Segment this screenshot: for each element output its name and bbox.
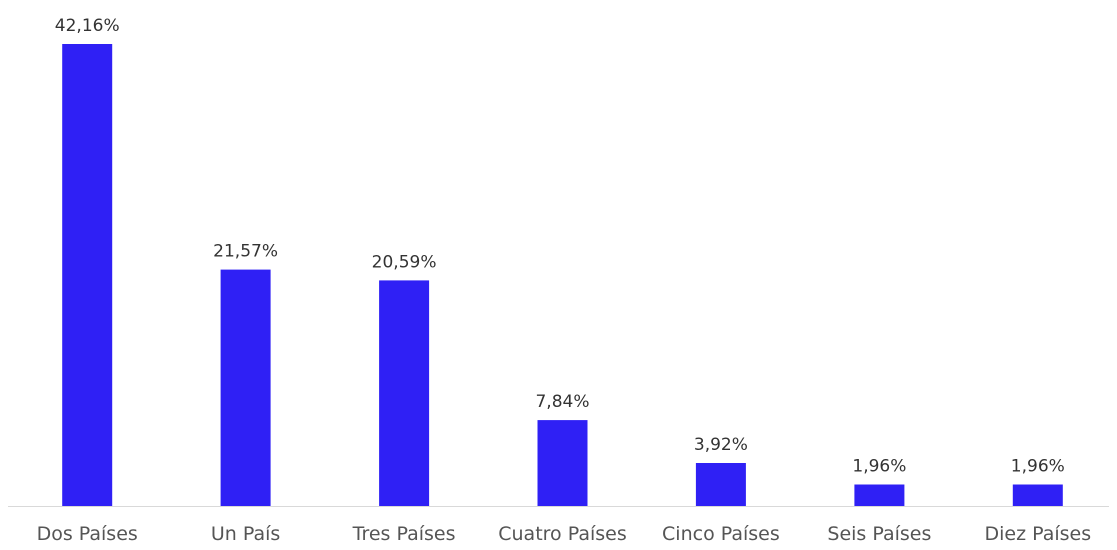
x-tick-label: Diez Países	[984, 523, 1091, 545]
value-labels-group: 42,16% 21,57% 20,59% 7,84% 3,92% 1,96% 1,96%	[55, 16, 1065, 477]
bar-value-label: 1,96%	[852, 457, 906, 477]
bar	[1012, 484, 1063, 506]
bar	[537, 420, 588, 506]
bar-value-label: 3,92%	[694, 435, 748, 455]
bar-value-label: 21,57%	[213, 242, 278, 262]
bar	[379, 280, 430, 506]
bar-value-label: 42,16%	[55, 16, 120, 36]
bar-value-label: 20,59%	[372, 252, 437, 272]
bar	[854, 484, 905, 506]
x-tick-label: Dos Países	[37, 523, 138, 545]
bar	[62, 44, 113, 506]
bar-value-label: 1,96%	[1011, 457, 1065, 477]
bar	[695, 463, 746, 506]
bar-value-label: 7,84%	[535, 392, 589, 412]
x-tick-label: Un País	[211, 523, 280, 545]
bars-group	[62, 44, 1063, 506]
x-tick-label: Tres Países	[352, 523, 456, 545]
x-tick-label: Seis Países	[827, 523, 931, 545]
bar	[220, 269, 271, 506]
x-tick-label: Cuatro Países	[498, 523, 626, 545]
x-tick-label: Cinco Países	[662, 523, 780, 545]
x-tick-labels-group: Dos Países Un País Tres Países Cuatro Paíse…	[37, 523, 1092, 545]
